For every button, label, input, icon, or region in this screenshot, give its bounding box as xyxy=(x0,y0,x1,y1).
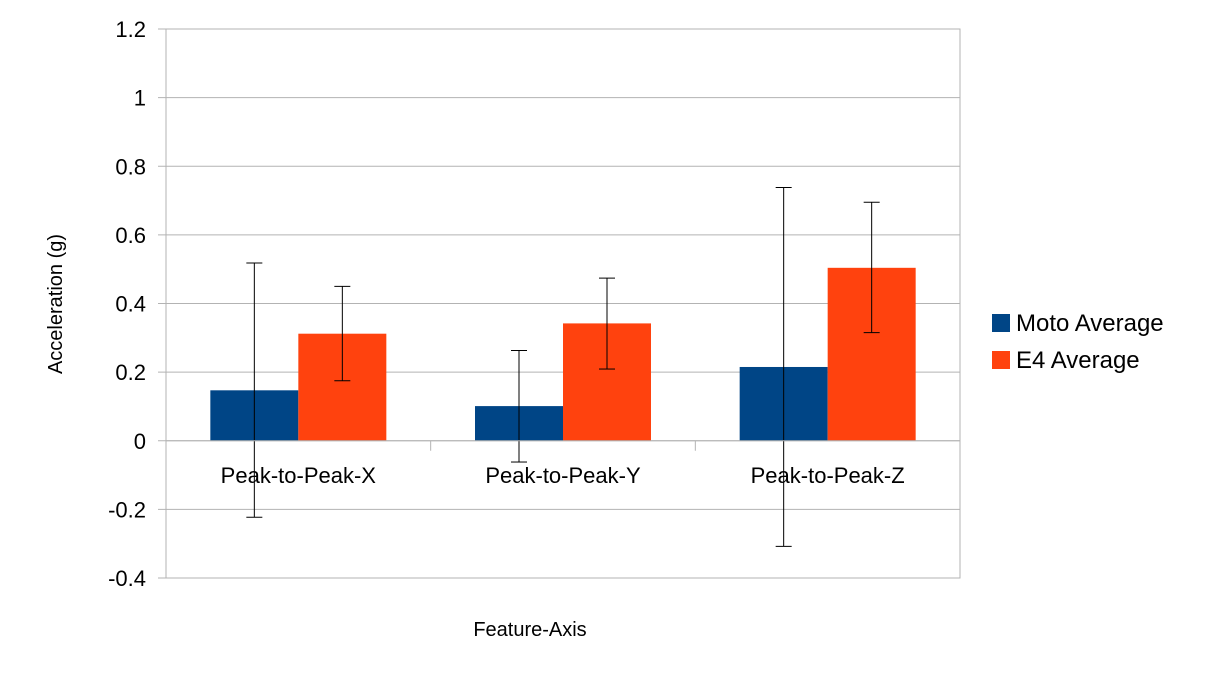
y-tick-label: 0.6 xyxy=(115,223,146,248)
axes xyxy=(158,28,961,579)
legend-swatch xyxy=(992,314,1010,332)
error-bars xyxy=(246,187,880,547)
legend-swatch xyxy=(992,351,1010,369)
bars xyxy=(210,267,916,441)
x-tick-label: Peak-to-Peak-Z xyxy=(751,463,905,488)
y-tick-label: -0.4 xyxy=(108,566,146,591)
legend: Moto Average E4 Average xyxy=(992,310,1164,374)
x-tick-label: Peak-to-Peak-X xyxy=(221,463,377,488)
x-tick-label: Peak-to-Peak-Y xyxy=(485,463,641,488)
y-tick-label: 0.4 xyxy=(115,292,146,317)
plot-border xyxy=(165,28,961,579)
legend-label: Moto Average xyxy=(1016,310,1164,337)
y-tick-label: 1 xyxy=(134,86,146,111)
x-axis-title: Feature-Axis xyxy=(473,619,586,641)
y-tick-label: 0.2 xyxy=(115,360,146,385)
y-tick-label: 0 xyxy=(134,429,146,454)
legend-label: E4 Average xyxy=(1016,347,1140,374)
y-axis-title: Acceleration (g) xyxy=(45,234,67,374)
y-tick-label: 0.8 xyxy=(115,154,146,179)
y-tick-label: -0.2 xyxy=(108,497,146,522)
axis-labels: -0.4 -0.2 0 0.2 0.4 0.6 0.8 1 1.2 Peak-to-Peak-X P… xyxy=(108,17,905,591)
y-tick-label: 1.2 xyxy=(115,17,146,42)
